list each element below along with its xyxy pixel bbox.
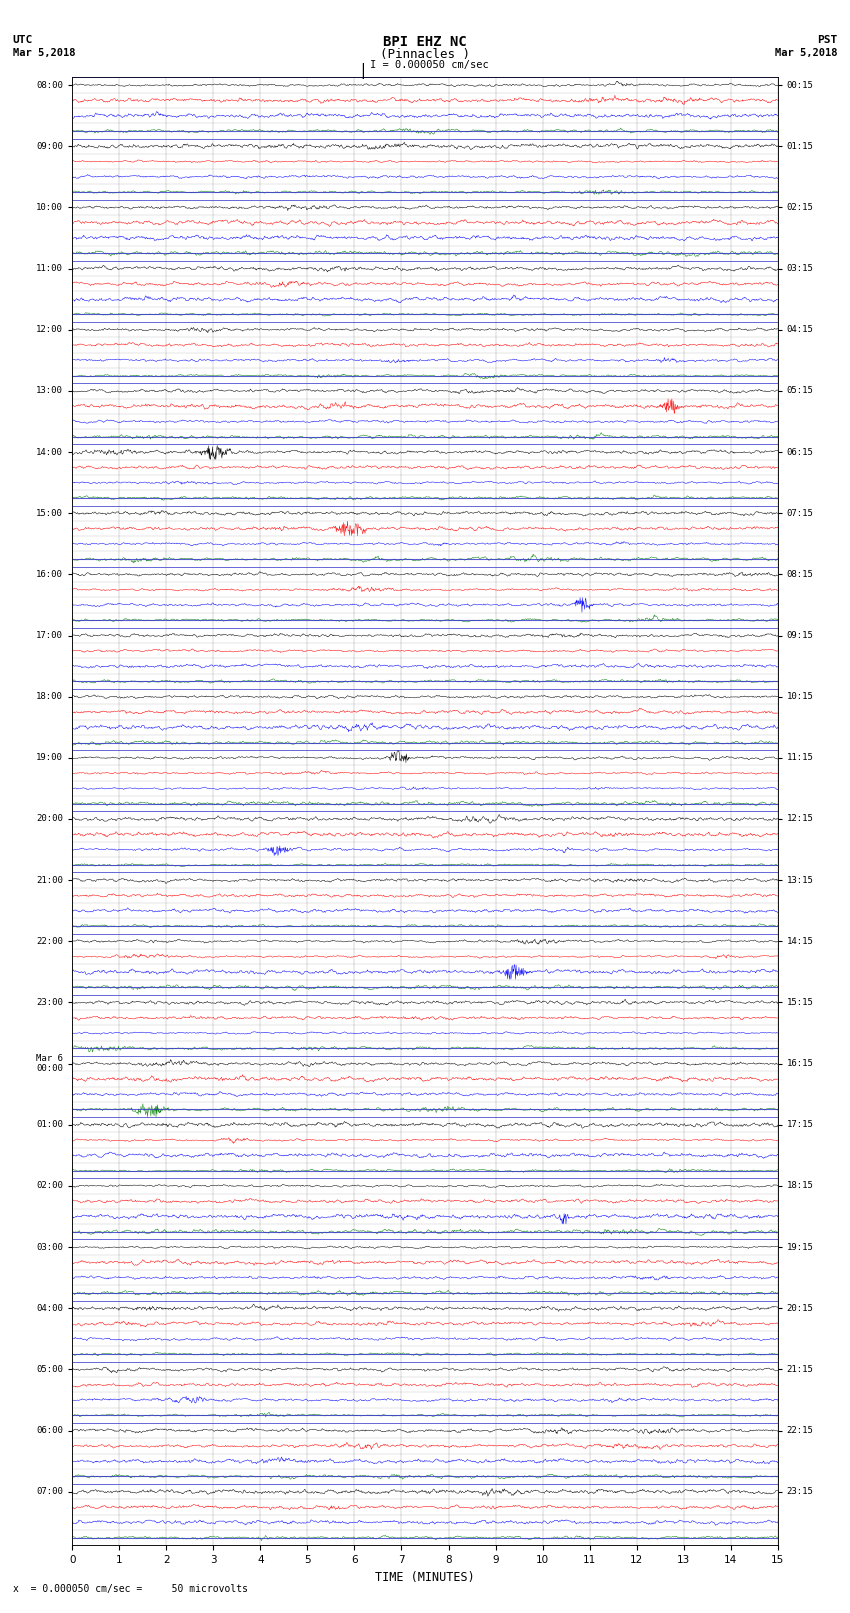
Text: BPI EHZ NC: BPI EHZ NC (383, 35, 467, 50)
Text: Mar 5,2018: Mar 5,2018 (774, 48, 837, 58)
Text: UTC: UTC (13, 35, 33, 45)
Text: I = 0.000050 cm/sec: I = 0.000050 cm/sec (370, 60, 489, 69)
X-axis label: TIME (MINUTES): TIME (MINUTES) (375, 1571, 475, 1584)
Text: PST: PST (817, 35, 837, 45)
Text: x  = 0.000050 cm/sec =     50 microvolts: x = 0.000050 cm/sec = 50 microvolts (13, 1584, 247, 1594)
Text: (Pinnacles ): (Pinnacles ) (380, 48, 470, 61)
Text: Mar 5,2018: Mar 5,2018 (13, 48, 76, 58)
